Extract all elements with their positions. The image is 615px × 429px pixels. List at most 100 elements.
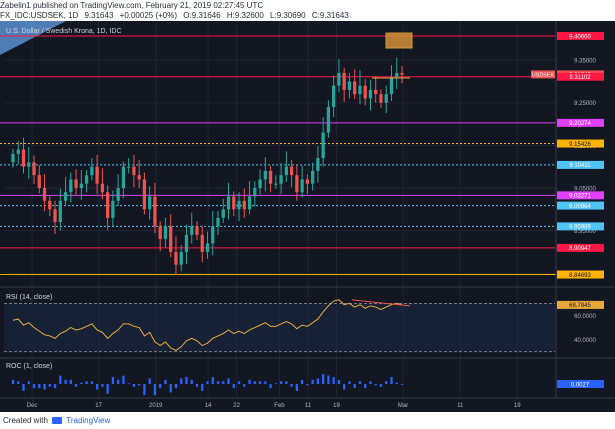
roc-bar xyxy=(48,384,51,387)
candle-body xyxy=(158,226,162,240)
candle-body xyxy=(100,183,104,193)
roc-bar xyxy=(64,379,67,384)
candle-body xyxy=(74,179,78,188)
roc-bar xyxy=(27,381,30,384)
x-tick-label: Dec xyxy=(27,403,38,409)
roc-bar xyxy=(311,379,314,384)
roc-bar xyxy=(143,384,146,396)
candle-body xyxy=(305,179,310,184)
roc-bar xyxy=(306,384,309,386)
roc-bar xyxy=(258,381,262,384)
chart-canvas[interactable]: 60.0000 40.0000 68.7845 0.0027 9.35000 9.25… xyxy=(0,21,615,412)
price-tag-label: 9.31102 xyxy=(569,75,591,81)
roc-bar xyxy=(32,384,36,389)
open-value: O:9.31646 xyxy=(183,11,221,20)
symbol-tag-bg xyxy=(531,70,555,79)
candle-body xyxy=(53,209,57,223)
roc-bar xyxy=(353,384,356,389)
roc-bar xyxy=(43,384,46,390)
roc-bar xyxy=(395,382,398,384)
x-tick-label: 11 xyxy=(305,403,312,409)
candle-body xyxy=(84,175,89,184)
y-tick-label: 8.95000 xyxy=(574,229,596,235)
x-tick-label: Feb xyxy=(274,403,285,409)
roc-bar xyxy=(148,378,151,384)
roc-bar xyxy=(101,384,104,387)
candle-body xyxy=(148,196,152,210)
roc-bar xyxy=(153,384,157,396)
roc-title: ROC (1, close) xyxy=(6,363,52,370)
candle-body xyxy=(69,179,73,193)
high-value: H:9.32600 xyxy=(226,11,264,20)
candle-body xyxy=(374,89,378,95)
price-tag-label: 9.15426 xyxy=(569,142,591,148)
candle-body xyxy=(316,158,320,171)
candle-body xyxy=(142,179,147,210)
candle-body xyxy=(400,72,404,75)
candle-body xyxy=(63,192,68,201)
footer-prefix: Created with xyxy=(3,416,48,425)
candle-body xyxy=(21,149,26,167)
candle-body xyxy=(116,187,120,201)
roc-bar xyxy=(95,384,99,390)
low-value: L:9.30690 xyxy=(270,11,306,20)
price-tag-bg xyxy=(557,72,604,81)
roc-bar xyxy=(222,381,225,384)
x-tick-label: 22 xyxy=(233,403,240,409)
candle-body xyxy=(226,196,231,210)
candle-body xyxy=(342,72,346,90)
roc-bar xyxy=(358,381,362,384)
price-tag-label: 9.00864 xyxy=(569,204,591,210)
candle-body xyxy=(289,166,294,176)
close-value: C:9.31643 xyxy=(311,11,349,20)
roc-bar xyxy=(374,384,377,386)
candle-body xyxy=(42,187,47,201)
footer-brand[interactable]: TradingView xyxy=(66,416,111,425)
x-tick-label: 2019 xyxy=(149,403,163,409)
candle-body xyxy=(300,179,304,193)
candle-body xyxy=(237,200,241,210)
candle-body xyxy=(105,192,110,218)
tradingview-logo-icon xyxy=(52,417,63,425)
price-tag-bg xyxy=(557,243,604,252)
roc-bar xyxy=(264,381,267,384)
rsi-line xyxy=(12,299,403,351)
y-tick-label: 9.05000 xyxy=(574,186,596,192)
roc-last-tag xyxy=(557,380,604,388)
rsi-tick-label: 40.0000 xyxy=(574,338,596,344)
roc-bar xyxy=(38,384,41,389)
candle-body xyxy=(179,251,183,265)
roc-bar xyxy=(332,377,335,384)
candle-body xyxy=(279,175,283,184)
candle-body xyxy=(153,196,157,227)
candle-body xyxy=(37,175,41,188)
roc-bar xyxy=(17,381,20,384)
candle-body xyxy=(169,226,173,252)
candle-body xyxy=(347,81,352,90)
roc-bar xyxy=(253,381,256,384)
candle-body xyxy=(368,89,373,99)
roc-bar xyxy=(274,383,277,385)
roc-bar xyxy=(316,378,320,384)
roc-bar xyxy=(11,379,15,384)
roc-bar xyxy=(211,377,214,384)
roc-bar xyxy=(201,384,204,391)
y-tick-label: 9.25000 xyxy=(574,101,596,107)
roc-pane: 0.0027 xyxy=(11,374,604,396)
rsi-tick-label: 60.0000 xyxy=(574,314,596,320)
roc-bar xyxy=(237,381,241,384)
price-tag-label: 8.90947 xyxy=(569,246,591,252)
roc-bar xyxy=(227,378,230,384)
candle-body xyxy=(337,72,341,86)
candle-body xyxy=(200,234,204,252)
roc-bar xyxy=(117,379,120,384)
axes: 9.350009.250009.150009.050008.950008.850… xyxy=(0,21,615,409)
candle-body xyxy=(258,179,262,188)
price-tag-label: 9.03271 xyxy=(569,194,591,200)
x-tick-label: 19 xyxy=(333,403,340,409)
price-tag-bg xyxy=(557,118,604,127)
x-tick-label: 17 xyxy=(95,403,102,409)
candle-body xyxy=(395,72,399,78)
chart-title: U.S. Dollar / Swedish Krona, 1D, IDC xyxy=(6,28,122,35)
